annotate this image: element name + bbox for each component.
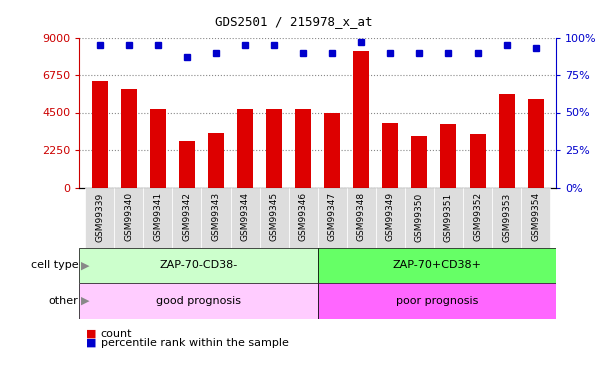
Bar	[79, 283, 318, 319]
Text: ▶: ▶	[81, 296, 89, 306]
Text: GSM99340: GSM99340	[124, 192, 133, 242]
Bar	[382, 123, 398, 188]
Bar	[144, 188, 172, 248]
Text: ■: ■	[86, 329, 96, 339]
Text: ZAP-70-CD38-: ZAP-70-CD38-	[159, 260, 238, 270]
Bar	[353, 51, 369, 188]
Text: GSM99342: GSM99342	[183, 192, 191, 241]
Bar	[376, 188, 405, 248]
Bar	[405, 188, 434, 248]
Bar	[179, 141, 195, 188]
Bar	[172, 188, 202, 248]
Bar	[266, 109, 282, 188]
Text: GSM99348: GSM99348	[357, 192, 366, 242]
Text: GSM99343: GSM99343	[211, 192, 221, 242]
Text: good prognosis: good prognosis	[156, 296, 241, 306]
Text: GSM99353: GSM99353	[502, 192, 511, 242]
Bar	[324, 112, 340, 188]
Bar	[237, 109, 253, 188]
Text: ■: ■	[86, 338, 96, 348]
Bar	[86, 188, 114, 248]
Text: percentile rank within the sample: percentile rank within the sample	[101, 338, 288, 348]
Text: GSM99354: GSM99354	[531, 192, 540, 242]
Bar	[202, 188, 230, 248]
Bar	[318, 188, 347, 248]
Bar	[150, 109, 166, 188]
Bar	[318, 283, 556, 319]
Bar	[492, 188, 521, 248]
Text: GSM99352: GSM99352	[473, 192, 482, 242]
Bar	[441, 124, 456, 188]
Text: GDS2501 / 215978_x_at: GDS2501 / 215978_x_at	[214, 15, 372, 28]
Text: ZAP-70+CD38+: ZAP-70+CD38+	[392, 260, 481, 270]
Text: GSM99346: GSM99346	[299, 192, 308, 242]
Bar	[528, 99, 544, 188]
Text: GSM99351: GSM99351	[444, 192, 453, 242]
Text: GSM99350: GSM99350	[415, 192, 424, 242]
Text: GSM99347: GSM99347	[327, 192, 337, 242]
Bar	[347, 188, 376, 248]
Bar	[114, 188, 144, 248]
Bar	[434, 188, 463, 248]
Text: poor prognosis: poor prognosis	[396, 296, 478, 306]
Bar	[411, 136, 428, 188]
Bar	[288, 188, 318, 248]
Bar	[295, 109, 311, 188]
Bar	[521, 188, 550, 248]
Bar	[208, 132, 224, 188]
Text: GSM99341: GSM99341	[153, 192, 163, 242]
Bar	[318, 248, 556, 283]
Text: count: count	[101, 329, 133, 339]
Bar	[499, 94, 514, 188]
Bar	[92, 81, 108, 188]
Text: GSM99349: GSM99349	[386, 192, 395, 242]
Bar	[470, 134, 486, 188]
Text: GSM99339: GSM99339	[95, 192, 104, 242]
Text: GSM99344: GSM99344	[241, 192, 249, 241]
Bar	[230, 188, 260, 248]
Text: other: other	[48, 296, 78, 306]
Bar	[260, 188, 288, 248]
Text: GSM99345: GSM99345	[269, 192, 279, 242]
Bar	[121, 89, 137, 188]
Text: ▶: ▶	[81, 260, 89, 270]
Text: cell type: cell type	[31, 260, 78, 270]
Bar	[463, 188, 492, 248]
Bar	[79, 248, 318, 283]
